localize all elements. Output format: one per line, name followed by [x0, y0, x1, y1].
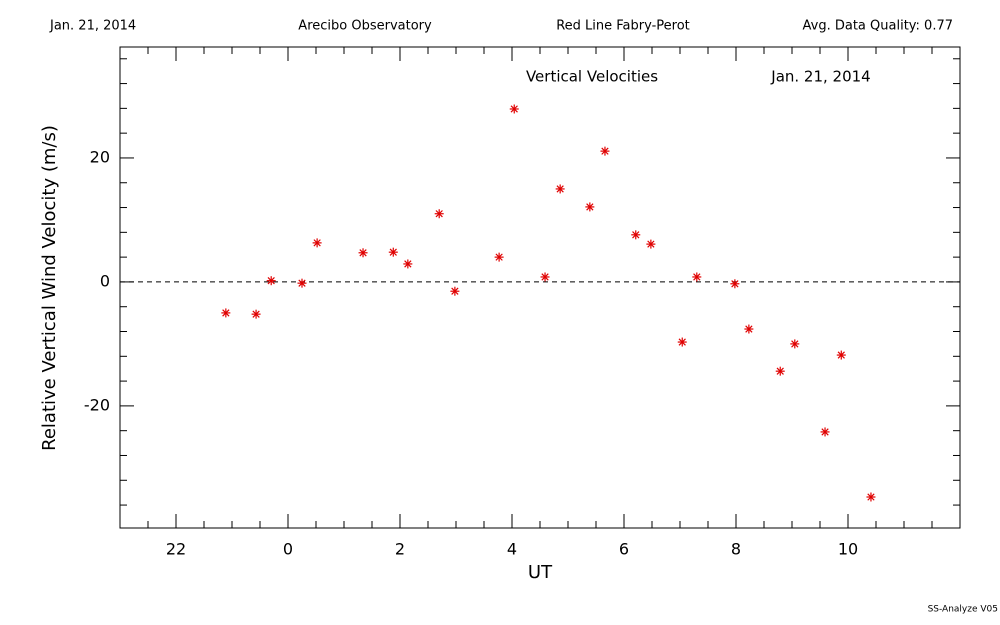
data-point	[730, 279, 740, 289]
data-point	[312, 238, 322, 248]
marker-stroke	[298, 279, 306, 287]
x-tick-label: 2	[395, 540, 405, 559]
data-point	[540, 272, 550, 282]
y-tick-label: -20	[84, 395, 110, 414]
x-tick-label: 4	[507, 540, 517, 559]
chart-subtitle: Jan. 21, 2014	[770, 68, 870, 86]
marker-stroke	[867, 493, 875, 501]
chart-title: Vertical Velocities	[526, 68, 658, 86]
marker-stroke	[252, 310, 260, 318]
marker-stroke	[693, 273, 701, 281]
marker-stroke	[404, 260, 412, 268]
data-point	[692, 272, 702, 282]
x-tick-label: 22	[166, 540, 186, 559]
data-point	[251, 309, 261, 319]
marker-stroke	[510, 105, 518, 113]
x-tick-label: 0	[283, 540, 293, 559]
y-tick-label: 0	[100, 271, 110, 290]
data-point	[221, 308, 231, 318]
x-tick-label: 10	[838, 540, 858, 559]
data-point	[866, 492, 876, 502]
marker-stroke	[837, 351, 845, 359]
data-point	[358, 248, 368, 258]
marker-stroke	[678, 338, 686, 346]
marker-stroke	[776, 367, 784, 375]
header-instrument: Red Line Fabry-Perot	[556, 19, 690, 34]
marker-stroke	[791, 340, 799, 348]
marker-stroke	[541, 273, 549, 281]
marker-stroke	[586, 203, 594, 211]
marker-stroke	[359, 249, 367, 257]
marker-stroke	[267, 277, 275, 285]
data-point	[434, 209, 444, 219]
data-point	[585, 202, 595, 212]
marker-stroke	[601, 147, 609, 155]
x-tick-label: 6	[619, 540, 629, 559]
data-point	[836, 350, 846, 360]
data-point	[744, 324, 754, 334]
data-point	[509, 104, 519, 114]
data-point	[600, 146, 610, 156]
data-point	[494, 252, 504, 262]
header-quality: Avg. Data Quality: 0.77	[803, 19, 953, 34]
marker-stroke	[647, 240, 655, 248]
marker-stroke	[435, 210, 443, 218]
data-point	[450, 286, 460, 296]
x-tick-label: 8	[731, 540, 741, 559]
marker-stroke	[222, 309, 230, 317]
data-point	[820, 427, 830, 437]
data-point	[646, 239, 656, 249]
marker-stroke	[556, 185, 564, 193]
data-point	[266, 276, 276, 286]
x-axis-label: UT	[528, 562, 553, 583]
data-point	[631, 230, 641, 240]
header-date: Jan. 21, 2014	[49, 19, 136, 34]
data-point	[677, 337, 687, 347]
marker-stroke	[389, 248, 397, 256]
marker-stroke	[731, 280, 739, 288]
marker-stroke	[313, 239, 321, 247]
y-axis-label: Relative Vertical Wind Velocity (m/s)	[39, 125, 60, 451]
marker-stroke	[632, 231, 640, 239]
data-point	[403, 259, 413, 269]
header-site: Arecibo Observatory	[298, 19, 432, 34]
marker-stroke	[745, 325, 753, 333]
marker-stroke	[451, 287, 459, 295]
data-point	[388, 247, 398, 257]
data-point	[555, 184, 565, 194]
marker-stroke	[495, 253, 503, 261]
data-point	[775, 366, 785, 376]
data-point	[790, 339, 800, 349]
footer: SS-Analyze V05	[928, 605, 998, 615]
marker-stroke	[821, 428, 829, 436]
y-tick-label: 20	[90, 147, 110, 166]
data-point	[297, 278, 307, 288]
